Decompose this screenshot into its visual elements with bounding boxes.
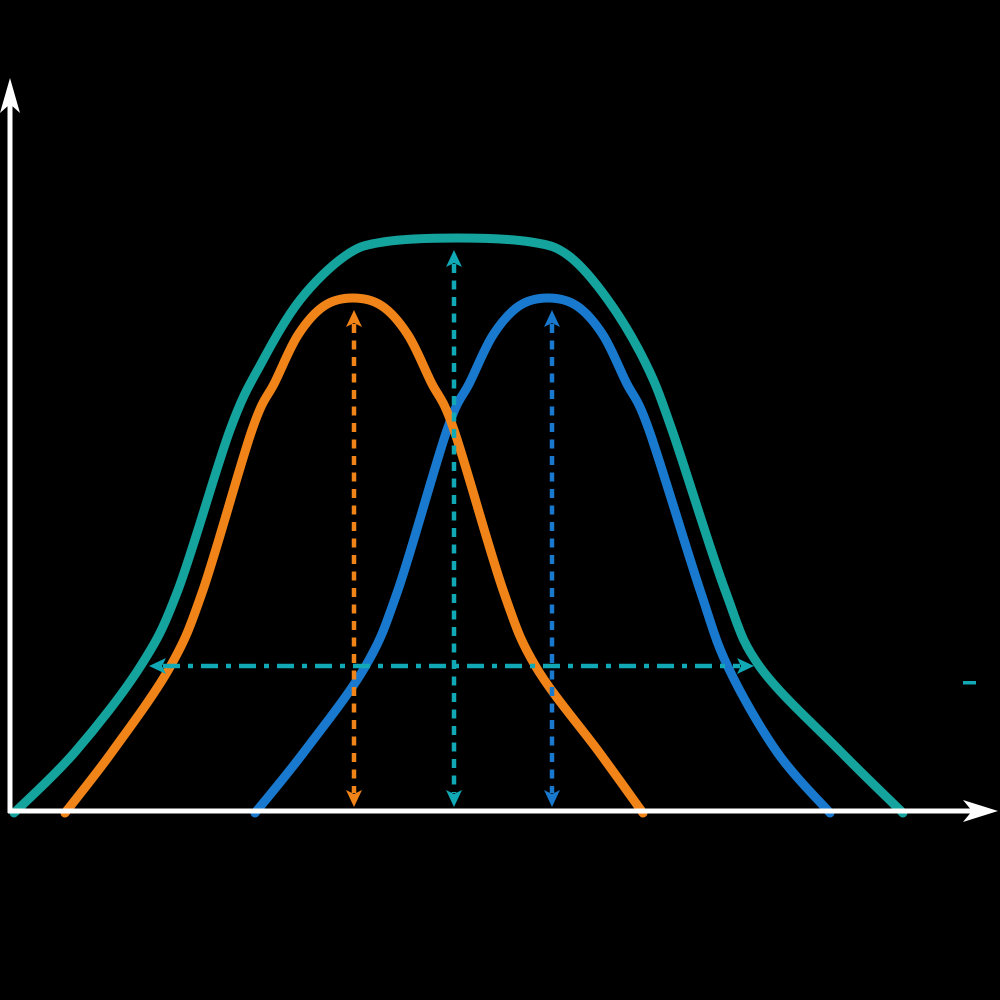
envelope-width-arrow-right-arrowhead-icon — [737, 658, 754, 674]
y-axis-arrowhead-icon — [0, 78, 20, 113]
envelope-peak-height-arrow-down-arrowhead-icon — [446, 790, 462, 807]
x-axis-arrowhead-icon — [963, 800, 998, 822]
right-side-tick-dash — [963, 681, 976, 685]
envelope-peak-height-arrow-up-arrowhead-icon — [446, 250, 462, 267]
right-peak-curve — [250, 293, 835, 818]
envelope-curve — [9, 233, 908, 818]
right-peak-height-arrow-down-arrowhead-icon — [544, 790, 560, 807]
left-peak-curve — [60, 293, 648, 818]
left-peak-height-arrow-down-arrowhead-icon — [346, 790, 362, 807]
left-peak-height-arrow-up-arrowhead-icon — [346, 310, 362, 327]
envelope-width-arrow-left-arrowhead-icon — [149, 658, 166, 674]
right-peak-height-arrow-up-arrowhead-icon — [544, 310, 560, 327]
